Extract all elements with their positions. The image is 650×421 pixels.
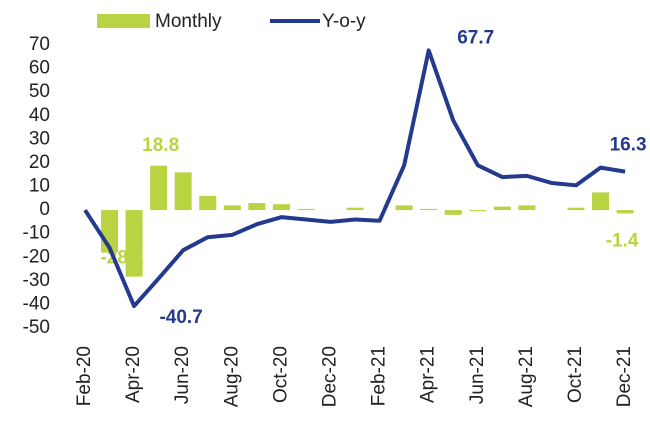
bar <box>272 204 290 211</box>
data-label: -1.4 <box>606 230 639 251</box>
y-tick-label: 30 <box>29 128 50 149</box>
x-tick-label: Apr-20 <box>123 346 144 403</box>
bar <box>125 210 143 277</box>
x-tick-label: Dec-20 <box>320 346 341 407</box>
x-tick-label: Aug-20 <box>221 346 242 407</box>
legend-label: Monthly <box>155 11 222 32</box>
x-tick-label: Oct-20 <box>270 346 291 403</box>
x-tick-label: Aug-21 <box>516 346 537 407</box>
y-tick-label: -50 <box>23 317 50 338</box>
bar <box>395 205 413 211</box>
legend-swatch <box>97 14 150 28</box>
bar <box>174 172 192 211</box>
bar <box>493 206 511 211</box>
y-tick-label: -10 <box>23 223 50 244</box>
x-tick-label: Feb-21 <box>369 346 390 406</box>
line <box>83 48 626 309</box>
data-label: -40.7 <box>159 307 202 328</box>
bar <box>592 192 610 211</box>
bar <box>199 195 217 211</box>
x-tick-label: Dec-21 <box>614 346 635 407</box>
bar <box>616 210 634 214</box>
x-tick-label: Jun-20 <box>172 346 193 404</box>
bar <box>518 205 536 211</box>
x-tick-label: Apr-21 <box>418 346 439 403</box>
data-label: 67.7 <box>457 27 494 48</box>
y-tick-label: -20 <box>23 246 50 267</box>
y-tick-label: -40 <box>23 293 50 314</box>
bar <box>150 165 168 211</box>
y-tick-label: 10 <box>29 176 50 197</box>
legend-label: Y-o-y <box>322 11 366 32</box>
bar <box>420 208 438 211</box>
x-tick-label: Jun-21 <box>467 346 488 404</box>
y-tick-label: 0 <box>39 199 50 220</box>
x-tick-label: Oct-21 <box>565 346 586 403</box>
y-tick-label: 20 <box>29 152 50 173</box>
y-tick-label: 40 <box>29 105 50 126</box>
y-tick-label: 70 <box>29 34 50 55</box>
y-tick-label: 60 <box>29 58 50 79</box>
data-label: 18.8 <box>142 135 179 156</box>
bar <box>444 210 462 215</box>
bar <box>248 203 266 211</box>
data-label: 16.3 <box>610 135 647 156</box>
data-label: -28.2 <box>100 248 143 269</box>
bar <box>223 205 241 211</box>
y-tick-label: -30 <box>23 270 50 291</box>
bar <box>567 207 585 211</box>
x-tick-label: Feb-20 <box>74 346 95 406</box>
bar <box>346 207 364 211</box>
bar <box>469 210 487 212</box>
bar <box>297 208 315 211</box>
y-tick-label: 50 <box>29 81 50 102</box>
